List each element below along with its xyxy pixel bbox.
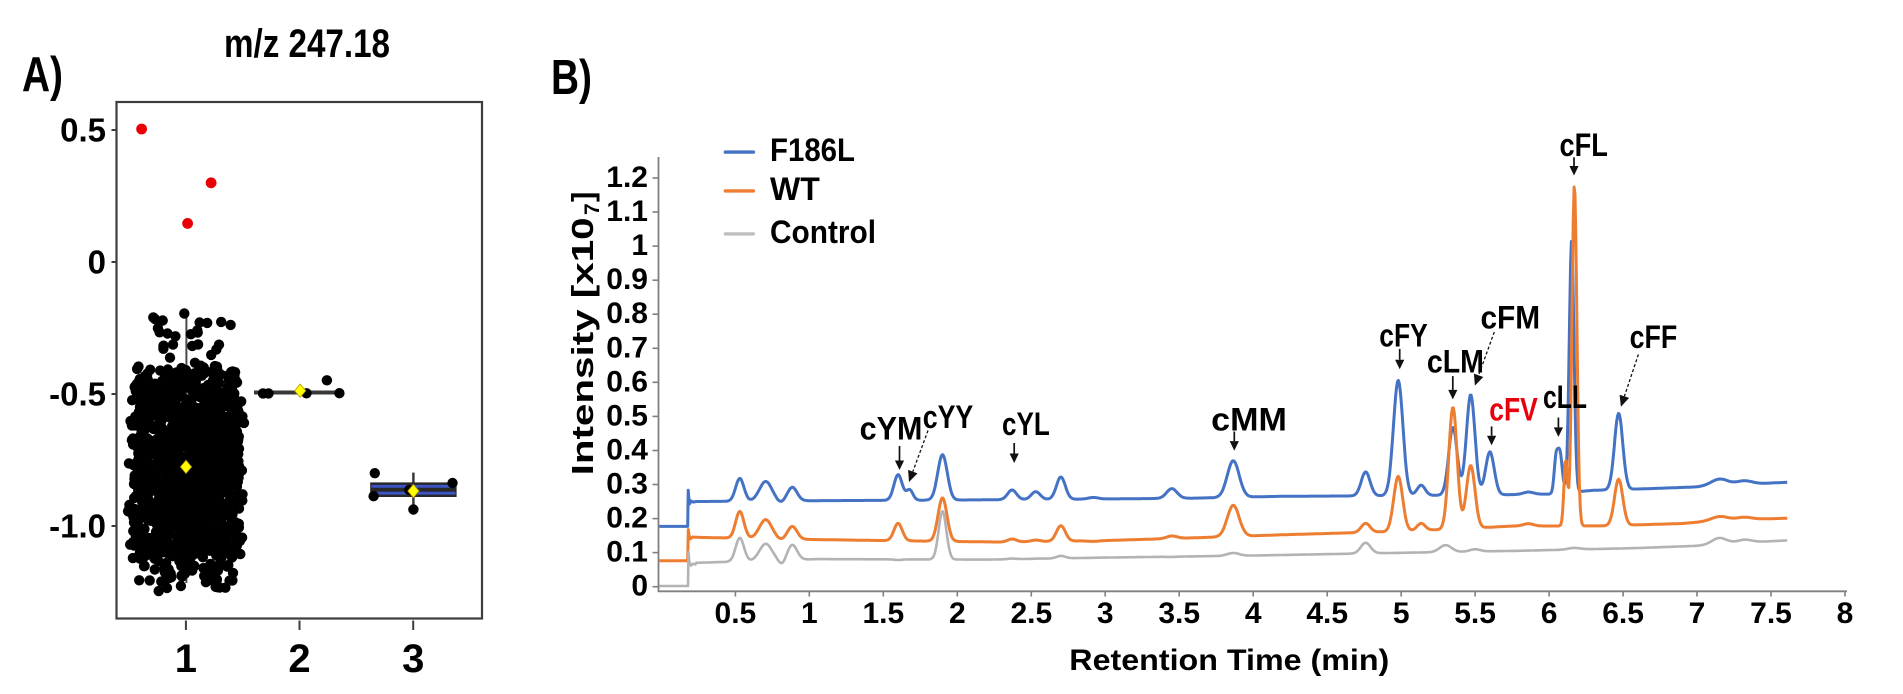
svg-text:5.5: 5.5 (1454, 597, 1496, 630)
svg-text:2: 2 (288, 637, 310, 681)
svg-text:8: 8 (1837, 597, 1854, 630)
svg-text:0.2: 0.2 (606, 502, 648, 535)
svg-text:cFF: cFF (1630, 319, 1678, 355)
svg-text:3.5: 3.5 (1158, 597, 1200, 630)
svg-text:cLL: cLL (1543, 379, 1587, 415)
svg-text:0.9: 0.9 (606, 263, 648, 296)
svg-text:m/z 247.18: m/z 247.18 (224, 22, 390, 66)
svg-text:WT: WT (770, 171, 820, 207)
svg-text:0.8: 0.8 (606, 297, 648, 330)
svg-text:0.5: 0.5 (60, 112, 106, 149)
svg-text:F186L: F186L (770, 132, 855, 168)
svg-text:2: 2 (949, 597, 966, 630)
svg-text:7: 7 (1689, 597, 1706, 630)
svg-text:cFV: cFV (1489, 392, 1538, 428)
svg-text:1.1: 1.1 (606, 195, 648, 228)
svg-text:1: 1 (175, 637, 197, 681)
svg-text:1: 1 (631, 229, 648, 262)
svg-text:-1.0: -1.0 (49, 508, 106, 545)
svg-text:cYL: cYL (1002, 406, 1050, 442)
svg-text:cMM: cMM (1211, 401, 1287, 437)
svg-text:1: 1 (801, 597, 818, 630)
svg-text:cYY: cYY (923, 399, 974, 435)
svg-text:1.2: 1.2 (606, 161, 648, 194)
svg-text:5: 5 (1393, 597, 1410, 630)
svg-text:7: 7 (581, 203, 604, 215)
svg-text:4.5: 4.5 (1306, 597, 1348, 630)
svg-text:3: 3 (402, 637, 424, 681)
svg-text:cFM: cFM (1480, 300, 1540, 336)
svg-text:]: ] (565, 192, 600, 202)
svg-text:cFY: cFY (1379, 318, 1427, 354)
svg-text:B): B) (551, 51, 592, 105)
svg-text:0: 0 (631, 570, 648, 603)
svg-text:cLM: cLM (1427, 344, 1484, 380)
svg-text:Intensity [x10: Intensity [x10 (565, 217, 600, 475)
svg-text:0.3: 0.3 (606, 468, 648, 501)
svg-text:cYM: cYM (860, 411, 923, 447)
svg-text:7.5: 7.5 (1750, 597, 1792, 630)
svg-text:2.5: 2.5 (1010, 597, 1052, 630)
svg-text:6: 6 (1541, 597, 1558, 630)
svg-text:Control: Control (770, 214, 876, 250)
svg-text:0.5: 0.5 (606, 399, 648, 432)
svg-text:3: 3 (1097, 597, 1114, 630)
svg-text:0.1: 0.1 (606, 536, 648, 569)
svg-text:0.4: 0.4 (606, 434, 648, 467)
svg-text:-0.5: -0.5 (49, 376, 106, 413)
svg-text:Retention Time (min): Retention Time (min) (1069, 644, 1389, 677)
svg-text:A): A) (22, 48, 63, 102)
svg-text:0: 0 (88, 244, 106, 281)
svg-text:6.5: 6.5 (1602, 597, 1644, 630)
svg-text:0.6: 0.6 (606, 365, 648, 398)
svg-text:cFL: cFL (1560, 127, 1608, 163)
svg-text:1.5: 1.5 (862, 597, 904, 630)
svg-text:0.7: 0.7 (606, 331, 648, 364)
svg-text:4: 4 (1245, 597, 1262, 630)
svg-text:0.5: 0.5 (715, 597, 757, 630)
